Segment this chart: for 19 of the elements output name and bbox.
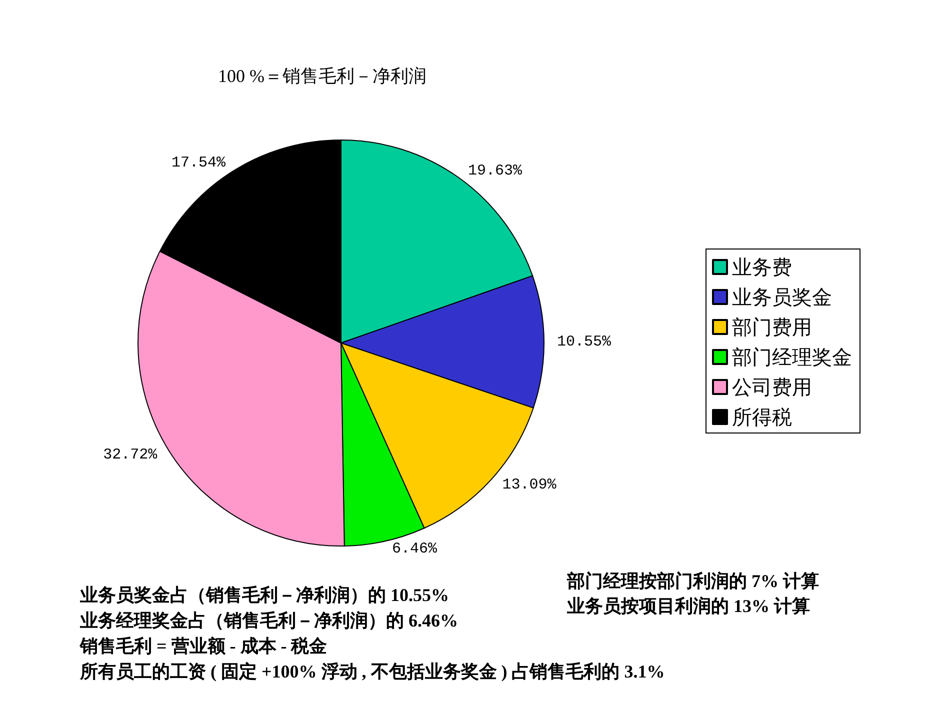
- legend-label: 公司费用: [732, 375, 812, 399]
- data-label: 32.72%: [103, 446, 158, 464]
- legend-label: 业务员奖金: [732, 285, 832, 309]
- data-label: 17.54%: [172, 154, 227, 172]
- text: 业务经理奖金占（销售毛利－净利润）的 6.46%: [79, 610, 458, 630]
- text: 所有员工的工资 ( 固定 +100% 浮动 , 不包括业务奖金 ) 占销售毛利的 3.1%: [79, 662, 665, 682]
- text: 业务员奖金占（销售毛利－净利润）的 10.55%: [79, 585, 449, 605]
- data-label: 6.46%: [392, 540, 438, 558]
- legend-label: 所得税: [732, 405, 792, 429]
- data-label: 19.63%: [468, 162, 524, 180]
- text: 销售毛利 = 营业额 - 成本 - 税金: [79, 636, 328, 656]
- chart-title: 100 %＝销售毛利－净利润: [218, 66, 426, 86]
- text: 部门经理按部门利润的 7% 计算: [566, 571, 819, 591]
- data-label: 10.55%: [556, 333, 612, 350]
- legend-label: 部门费用: [732, 315, 812, 339]
- legend-label: 业务费: [732, 255, 792, 279]
- data-label: 13.09%: [502, 476, 558, 494]
- text: 业务员按项目利润的 13% 计算: [566, 596, 810, 616]
- legend-label: 部门经理奖金: [732, 345, 852, 369]
